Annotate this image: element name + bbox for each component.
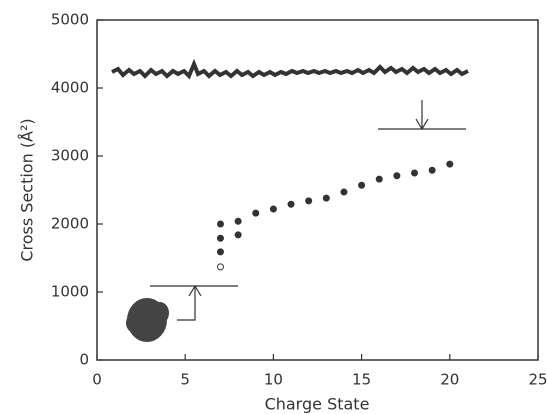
- annotation-lines: [150, 100, 466, 321]
- data-point: [446, 160, 454, 168]
- x-axis-label: Charge State: [265, 395, 370, 414]
- data-point: [428, 166, 436, 174]
- y-axis-label: Cross Section (Å²): [18, 118, 37, 261]
- folded-protein-illustration: [126, 298, 169, 342]
- y-tick-label: 2000: [51, 215, 89, 233]
- data-point: [216, 234, 224, 242]
- x-tick-label: 20: [440, 371, 459, 389]
- x-tick-label: 25: [528, 371, 547, 389]
- plot-frame: [96, 19, 539, 361]
- data-point: [375, 175, 383, 183]
- y-tick-label: 4000: [51, 79, 89, 97]
- data-point: [234, 231, 242, 239]
- x-tick-label: 15: [352, 371, 371, 389]
- data-point: [305, 197, 313, 205]
- data-point: [358, 181, 366, 189]
- x-tick-label: 0: [92, 371, 102, 389]
- data-point: [252, 209, 260, 217]
- y-tick-label: 5000: [51, 11, 89, 29]
- data-point: [340, 188, 348, 196]
- y-tick-label: 1000: [51, 283, 89, 301]
- data-point: [322, 194, 330, 202]
- data-point: [393, 172, 401, 180]
- unfolded-protein-illustration: [111, 58, 469, 80]
- data-point: [216, 220, 224, 228]
- data-point: [411, 169, 419, 177]
- data-point: [216, 263, 224, 271]
- y-tick-label: 0: [79, 351, 89, 369]
- data-point: [234, 217, 242, 225]
- x-tick-label: 10: [264, 371, 283, 389]
- data-point: [269, 205, 277, 213]
- y-tick-label: 3000: [51, 147, 89, 165]
- x-tick-label: 5: [180, 371, 190, 389]
- data-point: [287, 200, 295, 208]
- data-point: [216, 248, 224, 256]
